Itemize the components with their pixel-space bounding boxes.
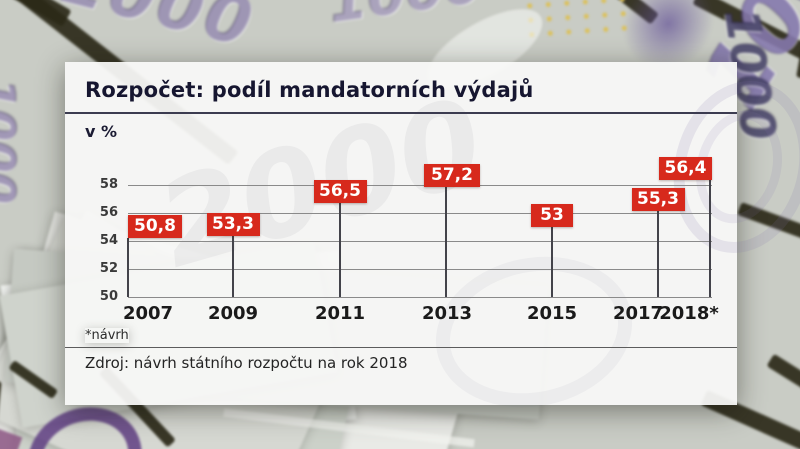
y-axis-unit-label: v % bbox=[85, 122, 118, 141]
value-label: 55,3 bbox=[631, 188, 685, 211]
y-axis-tick-label: 56 bbox=[99, 205, 118, 220]
gridline bbox=[128, 185, 712, 186]
bar-stem bbox=[339, 203, 341, 297]
x-axis-year-label: 2011 bbox=[314, 303, 366, 324]
bar-stem bbox=[232, 236, 234, 297]
x-axis-year-label: 2013 bbox=[421, 303, 473, 324]
bar-stem bbox=[709, 180, 711, 297]
value-label: 50,8 bbox=[128, 215, 182, 238]
y-axis-tick-label: 58 bbox=[99, 177, 118, 192]
value-label: 56,5 bbox=[313, 180, 367, 203]
x-axis-year-label: 2015 bbox=[526, 303, 578, 324]
chart-title: Rozpočet: podíl mandatorních výdajů bbox=[85, 78, 534, 102]
bar-stem bbox=[551, 227, 553, 297]
value-label: 57,2 bbox=[424, 164, 480, 187]
bar-stem bbox=[127, 238, 129, 297]
gridline bbox=[128, 241, 712, 242]
y-axis-tick-label: 54 bbox=[99, 233, 118, 248]
gridline bbox=[128, 297, 712, 298]
footnote: *návrh bbox=[85, 328, 129, 343]
title-divider bbox=[65, 112, 737, 114]
x-axis-year-label: 2018* bbox=[659, 303, 719, 324]
infographic-panel: 2000 Rozpočet: podíl mandatorních výdajů… bbox=[65, 62, 800, 425]
gridline bbox=[128, 269, 712, 270]
y-axis-tick-label: 50 bbox=[99, 289, 118, 304]
y-axis-tick-label: 52 bbox=[99, 261, 118, 276]
banknote-gap-shadow bbox=[737, 202, 800, 256]
x-axis-year-label: 2009 bbox=[207, 303, 259, 324]
banknote-numeral: 1000 bbox=[0, 77, 24, 205]
x-axis-year-label: 2017 bbox=[612, 303, 664, 324]
bar-stem bbox=[445, 187, 447, 297]
value-label: 53,3 bbox=[206, 213, 260, 236]
bar-stem bbox=[657, 211, 659, 297]
value-label: 56,4 bbox=[659, 157, 712, 180]
chart-plot: 50 52 54 56 58 50,8 2007 53,3 2009 56,5 2011 57,2 20… bbox=[65, 62, 737, 405]
footer-divider bbox=[65, 347, 737, 348]
source-attribution: Zdroj: návrh státního rozpočtu na rok 20… bbox=[85, 354, 408, 372]
x-axis-year-label: 2007 bbox=[122, 303, 174, 324]
gridline bbox=[128, 213, 712, 214]
value-label: 53 bbox=[531, 204, 573, 227]
